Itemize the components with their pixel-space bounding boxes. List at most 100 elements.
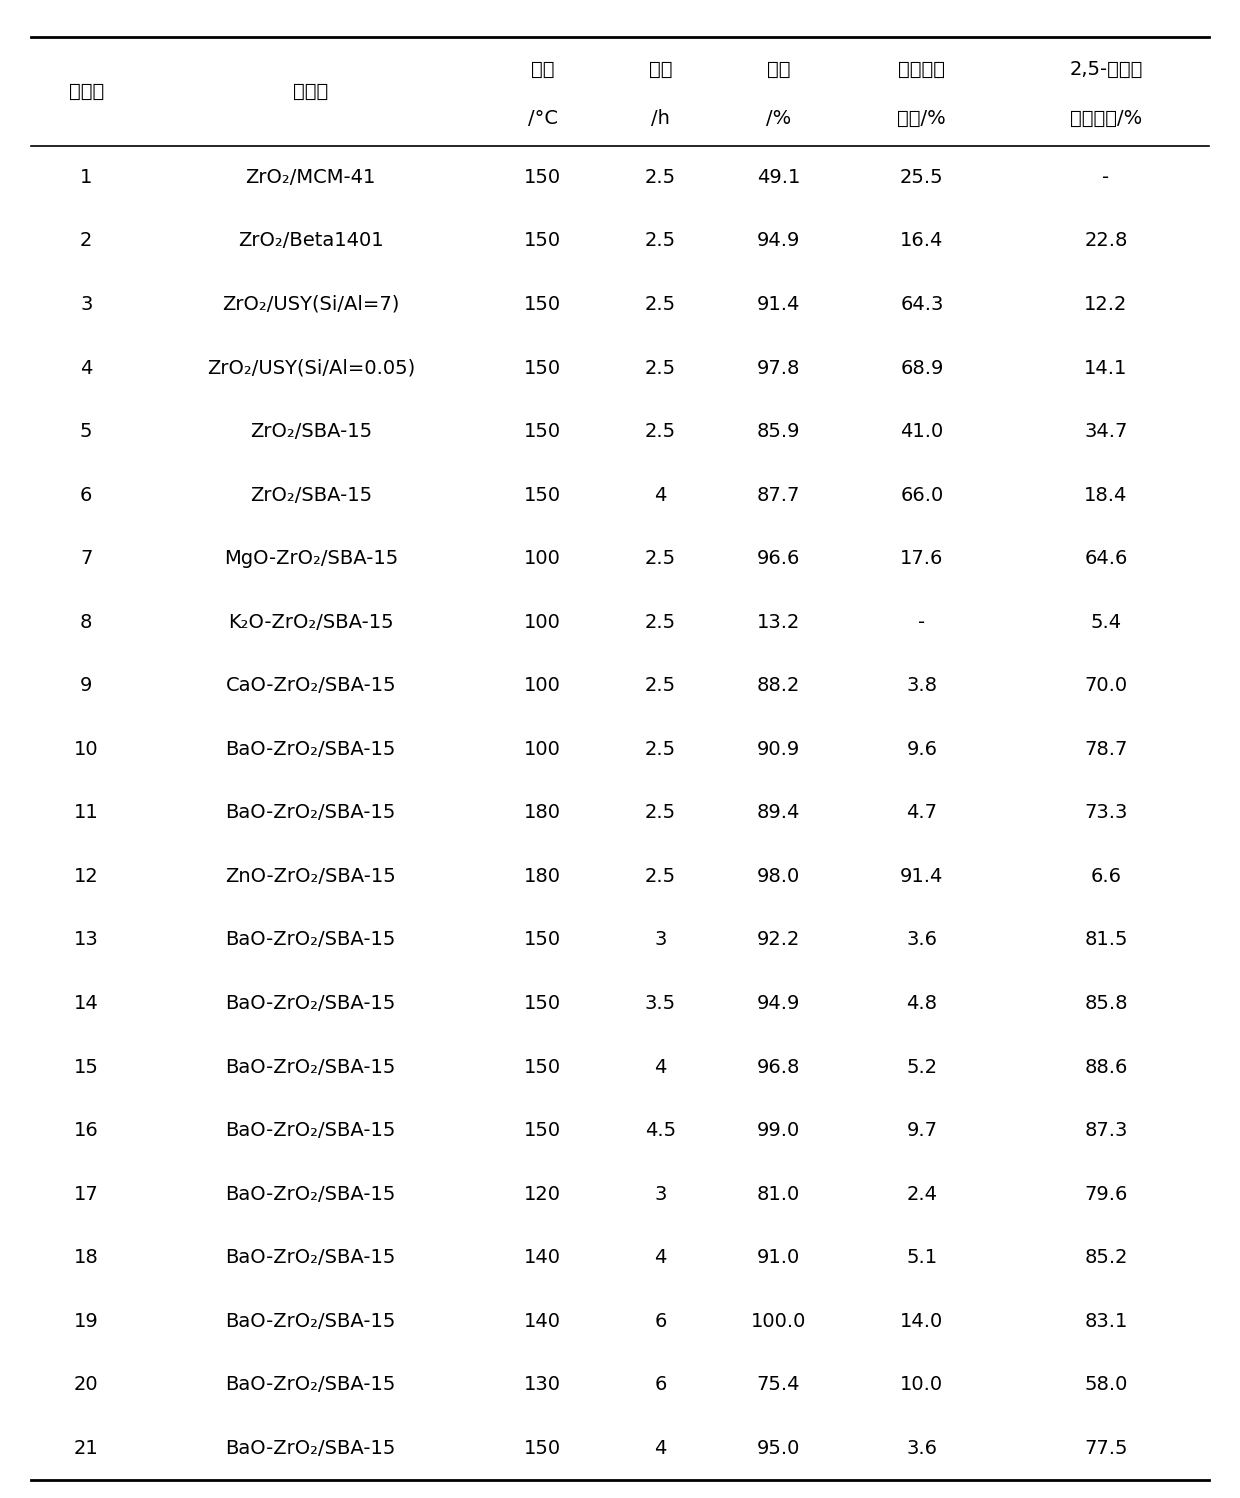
Text: ZrO₂/SBA-15: ZrO₂/SBA-15 (249, 485, 372, 505)
Text: 96.6: 96.6 (756, 550, 800, 568)
Text: 99.0: 99.0 (756, 1121, 800, 1140)
Text: 150: 150 (525, 168, 562, 187)
Text: 催化剂: 催化剂 (293, 82, 329, 100)
Text: ZrO₂/Beta1401: ZrO₂/Beta1401 (238, 232, 383, 250)
Text: 5.2: 5.2 (906, 1058, 937, 1077)
Text: 4: 4 (655, 1058, 667, 1077)
Text: 140: 140 (525, 1312, 562, 1330)
Text: 130: 130 (525, 1375, 562, 1395)
Text: 14.0: 14.0 (900, 1312, 944, 1330)
Text: CaO-ZrO₂/SBA-15: CaO-ZrO₂/SBA-15 (226, 676, 396, 695)
Text: ZrO₂/SBA-15: ZrO₂/SBA-15 (249, 422, 372, 440)
Text: 8: 8 (81, 613, 93, 632)
Text: 4.7: 4.7 (906, 803, 937, 822)
Text: /%: /% (765, 109, 791, 129)
Text: 150: 150 (525, 1121, 562, 1140)
Text: BaO-ZrO₂/SBA-15: BaO-ZrO₂/SBA-15 (226, 1058, 396, 1077)
Text: 6: 6 (81, 485, 93, 505)
Text: 150: 150 (525, 995, 562, 1013)
Text: 3.6: 3.6 (906, 930, 937, 950)
Text: ZrO₂/MCM-41: ZrO₂/MCM-41 (246, 168, 376, 187)
Text: 得率/%: 得率/% (898, 109, 946, 129)
Text: 150: 150 (525, 232, 562, 250)
Text: 14: 14 (74, 995, 99, 1013)
Text: 9: 9 (81, 676, 93, 695)
Text: BaO-ZrO₂/SBA-15: BaO-ZrO₂/SBA-15 (226, 995, 396, 1013)
Text: 88.2: 88.2 (756, 676, 800, 695)
Text: 94.9: 94.9 (756, 995, 800, 1013)
Text: 10: 10 (74, 740, 98, 759)
Text: BaO-ZrO₂/SBA-15: BaO-ZrO₂/SBA-15 (226, 1375, 396, 1395)
Text: 11: 11 (74, 803, 99, 822)
Text: 150: 150 (525, 1058, 562, 1077)
Text: 5: 5 (79, 422, 93, 440)
Text: 5.1: 5.1 (906, 1248, 937, 1267)
Text: 4: 4 (655, 1438, 667, 1458)
Text: 2.5: 2.5 (645, 422, 676, 440)
Text: 89.4: 89.4 (756, 803, 800, 822)
Text: -: - (919, 613, 925, 632)
Text: 2.5: 2.5 (645, 676, 676, 695)
Text: 2.4: 2.4 (906, 1185, 937, 1203)
Text: 97.8: 97.8 (756, 358, 800, 377)
Text: 150: 150 (525, 295, 562, 315)
Text: 16: 16 (74, 1121, 99, 1140)
Text: 18: 18 (74, 1248, 99, 1267)
Text: 6: 6 (655, 1312, 667, 1330)
Text: 87.7: 87.7 (756, 485, 800, 505)
Text: 9.7: 9.7 (906, 1121, 937, 1140)
Text: 79.6: 79.6 (1084, 1185, 1127, 1203)
Text: 94.9: 94.9 (756, 232, 800, 250)
Text: 3.5: 3.5 (645, 995, 676, 1013)
Text: 4.8: 4.8 (906, 995, 937, 1013)
Text: 85.8: 85.8 (1084, 995, 1127, 1013)
Text: 78.7: 78.7 (1084, 740, 1127, 759)
Text: 77.5: 77.5 (1084, 1438, 1127, 1458)
Text: K₂O-ZrO₂/SBA-15: K₂O-ZrO₂/SBA-15 (228, 613, 393, 632)
Text: ZrO₂/USY(Si/Al=0.05): ZrO₂/USY(Si/Al=0.05) (207, 358, 415, 377)
Text: 2.5: 2.5 (645, 803, 676, 822)
Text: /°C: /°C (528, 109, 558, 129)
Text: 70.0: 70.0 (1084, 676, 1127, 695)
Text: 64.3: 64.3 (900, 295, 944, 315)
Text: 83.1: 83.1 (1084, 1312, 1127, 1330)
Text: 91.0: 91.0 (756, 1248, 800, 1267)
Text: 34.7: 34.7 (1084, 422, 1127, 440)
Text: 25.5: 25.5 (900, 168, 944, 187)
Text: 81.0: 81.0 (756, 1185, 800, 1203)
Text: 180: 180 (525, 803, 562, 822)
Text: 转化: 转化 (766, 60, 790, 79)
Text: 66.0: 66.0 (900, 485, 944, 505)
Text: 2.5: 2.5 (645, 550, 676, 568)
Text: 120: 120 (525, 1185, 562, 1203)
Text: 140: 140 (525, 1248, 562, 1267)
Text: 2.5: 2.5 (645, 358, 676, 377)
Text: 64.6: 64.6 (1084, 550, 1127, 568)
Text: 17: 17 (74, 1185, 99, 1203)
Text: -: - (1102, 168, 1110, 187)
Text: MgO-ZrO₂/SBA-15: MgO-ZrO₂/SBA-15 (223, 550, 398, 568)
Text: 4.5: 4.5 (645, 1121, 676, 1140)
Text: 96.8: 96.8 (756, 1058, 800, 1077)
Text: 2.5: 2.5 (645, 168, 676, 187)
Text: 150: 150 (525, 1438, 562, 1458)
Text: 180: 180 (525, 867, 562, 885)
Text: 3: 3 (81, 295, 93, 315)
Text: 5.4: 5.4 (1090, 613, 1121, 632)
Text: ZnO-ZrO₂/SBA-15: ZnO-ZrO₂/SBA-15 (226, 867, 396, 885)
Text: 9.6: 9.6 (906, 740, 937, 759)
Text: 2.5: 2.5 (645, 613, 676, 632)
Text: BaO-ZrO₂/SBA-15: BaO-ZrO₂/SBA-15 (226, 1312, 396, 1330)
Text: 温度: 温度 (531, 60, 554, 79)
Text: 150: 150 (525, 930, 562, 950)
Text: BaO-ZrO₂/SBA-15: BaO-ZrO₂/SBA-15 (226, 803, 396, 822)
Text: 2.5: 2.5 (645, 295, 676, 315)
Text: 10.0: 10.0 (900, 1375, 944, 1395)
Text: 18.4: 18.4 (1084, 485, 1127, 505)
Text: 100.0: 100.0 (750, 1312, 806, 1330)
Text: 12.2: 12.2 (1084, 295, 1127, 315)
Text: 150: 150 (525, 358, 562, 377)
Text: 100: 100 (525, 550, 562, 568)
Text: 22.8: 22.8 (1084, 232, 1127, 250)
Text: 98.0: 98.0 (756, 867, 800, 885)
